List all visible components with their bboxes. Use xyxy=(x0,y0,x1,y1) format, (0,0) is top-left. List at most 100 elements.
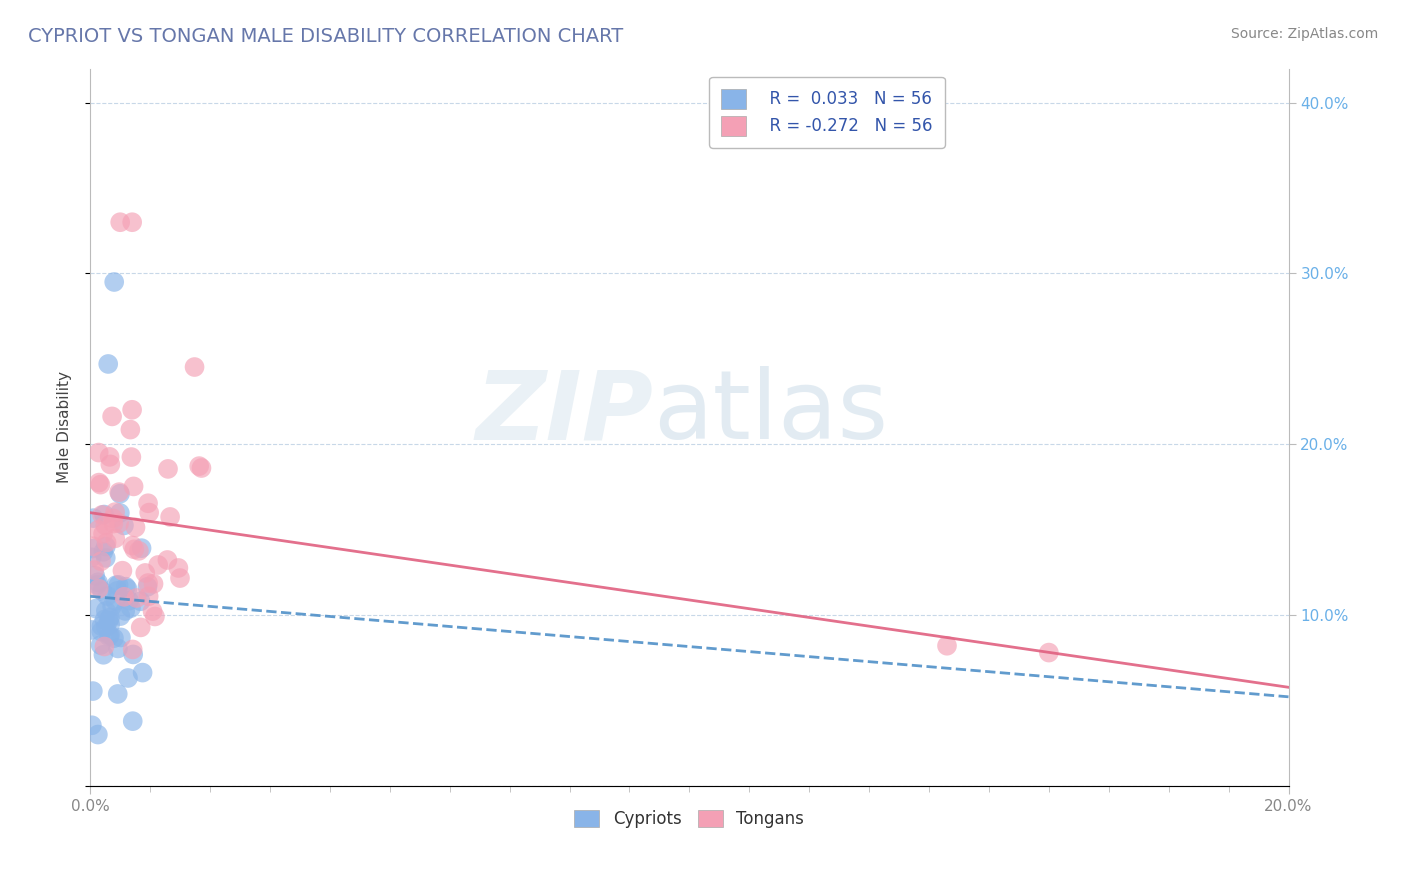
Point xyxy=(87,523,110,537)
Point xyxy=(134,566,156,580)
Point xyxy=(103,631,125,645)
Point xyxy=(124,520,146,534)
Point xyxy=(87,575,110,590)
Point xyxy=(143,609,166,624)
Point xyxy=(138,506,160,520)
Point xyxy=(108,506,131,520)
Point xyxy=(1038,646,1060,660)
Point xyxy=(91,584,114,599)
Point xyxy=(83,563,105,577)
Point xyxy=(89,477,111,491)
Point xyxy=(108,487,131,501)
Point xyxy=(94,550,117,565)
Point xyxy=(108,485,131,500)
Text: ZIP: ZIP xyxy=(475,367,654,459)
Point xyxy=(90,619,112,633)
Point xyxy=(94,540,117,554)
Point xyxy=(94,604,117,618)
Point xyxy=(96,535,118,549)
Point xyxy=(117,671,139,685)
Point xyxy=(82,541,104,556)
Point xyxy=(125,591,148,605)
Point xyxy=(80,718,103,732)
Point xyxy=(91,526,114,541)
Point xyxy=(122,648,145,662)
Text: atlas: atlas xyxy=(654,367,889,459)
Point xyxy=(107,578,129,592)
Point xyxy=(188,459,211,474)
Point xyxy=(159,510,181,524)
Point xyxy=(136,580,159,594)
Point xyxy=(98,617,121,632)
Point xyxy=(936,639,959,653)
Point xyxy=(129,620,152,634)
Point xyxy=(112,518,135,533)
Point xyxy=(114,604,136,618)
Point xyxy=(118,593,141,607)
Point xyxy=(80,550,103,565)
Point xyxy=(121,714,143,728)
Point xyxy=(183,359,205,374)
Point xyxy=(91,508,114,522)
Point xyxy=(93,648,115,662)
Point xyxy=(90,554,112,568)
Point xyxy=(103,516,125,531)
Legend: Cypriots, Tongans: Cypriots, Tongans xyxy=(568,804,811,835)
Point xyxy=(110,631,132,645)
Point xyxy=(87,727,110,741)
Point xyxy=(82,539,104,553)
Y-axis label: Male Disability: Male Disability xyxy=(58,371,72,483)
Point xyxy=(98,610,121,624)
Point xyxy=(87,445,110,459)
Point xyxy=(98,628,121,642)
Point xyxy=(110,609,132,624)
Point xyxy=(86,578,108,592)
Point xyxy=(94,620,117,634)
Point xyxy=(84,569,107,583)
Point xyxy=(104,531,127,545)
Point xyxy=(98,450,121,464)
Point xyxy=(83,511,105,525)
Point xyxy=(101,599,124,614)
Point xyxy=(87,475,110,490)
Point xyxy=(90,624,112,639)
Point xyxy=(82,684,104,698)
Point xyxy=(108,215,131,229)
Point xyxy=(122,542,145,557)
Point xyxy=(93,508,115,522)
Point xyxy=(148,558,170,572)
Point xyxy=(136,576,159,591)
Point xyxy=(111,564,134,578)
Point xyxy=(104,505,127,519)
Point xyxy=(87,582,110,596)
Point xyxy=(105,583,128,598)
Point xyxy=(93,545,115,559)
Point xyxy=(169,571,191,585)
Point xyxy=(129,594,152,608)
Point xyxy=(121,402,143,417)
Point xyxy=(120,423,142,437)
Point xyxy=(97,357,120,371)
Point xyxy=(107,641,129,656)
Point xyxy=(131,665,153,680)
Point xyxy=(121,215,143,229)
Text: Source: ZipAtlas.com: Source: ZipAtlas.com xyxy=(1230,27,1378,41)
Point xyxy=(107,687,129,701)
Point xyxy=(122,479,145,493)
Point xyxy=(93,613,115,627)
Point xyxy=(101,511,124,525)
Point xyxy=(120,601,142,615)
Point xyxy=(167,561,190,575)
Point xyxy=(105,578,128,592)
Point xyxy=(115,580,138,594)
Point xyxy=(98,458,121,472)
Point xyxy=(108,516,131,530)
Point xyxy=(190,461,212,475)
Point xyxy=(101,409,124,424)
Point xyxy=(96,589,118,603)
Point xyxy=(97,614,120,628)
Point xyxy=(156,553,179,567)
Point xyxy=(142,577,165,591)
Point xyxy=(157,462,180,476)
Point xyxy=(97,630,120,644)
